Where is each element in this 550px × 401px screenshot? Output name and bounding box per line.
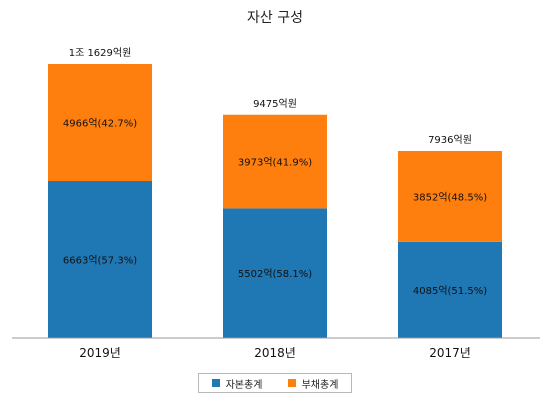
legend-item-liabilities[interactable]: 부채총계 <box>287 376 339 391</box>
bar-equity-3 <box>398 241 502 338</box>
legend-swatch-equity <box>211 379 220 387</box>
bar-liabilities-2 <box>223 114 327 209</box>
bar-equity-2 <box>223 208 327 338</box>
bar-equity-1 <box>48 181 152 338</box>
legend-label-liabilities: 부채총계 <box>301 379 339 391</box>
total-label-1: 1조 1629억원 <box>69 47 132 59</box>
chart-legend: 자본총계 부채총계 <box>198 373 352 393</box>
legend-swatch-liabilities <box>287 379 296 387</box>
chart-title: 자산 구성 <box>247 10 303 26</box>
x-tick-label-2: 2018년 <box>254 346 296 360</box>
data-label-liabilities-2: 3973억(41.9%) <box>238 157 312 169</box>
legend-label-equity: 자본총계 <box>225 379 263 391</box>
data-label-equity-3: 4085억(51.5%) <box>413 285 487 297</box>
bar-liabilities-3 <box>398 150 502 242</box>
x-tick-label-1: 2019년 <box>79 346 121 360</box>
data-label-liabilities-1: 4966억(42.7%) <box>63 118 137 130</box>
x-tick-label-3: 2017년 <box>429 346 471 360</box>
bar-liabilities-1 <box>48 64 152 182</box>
total-label-3: 7936억원 <box>428 134 472 146</box>
total-label-2: 9475억원 <box>253 98 297 110</box>
data-label-equity-2: 5502억(58.1%) <box>238 268 312 280</box>
data-label-liabilities-3: 3852억(48.5%) <box>413 191 487 203</box>
data-label-equity-1: 6663억(57.3%) <box>63 255 137 267</box>
legend-item-equity[interactable]: 자본총계 <box>211 376 263 391</box>
